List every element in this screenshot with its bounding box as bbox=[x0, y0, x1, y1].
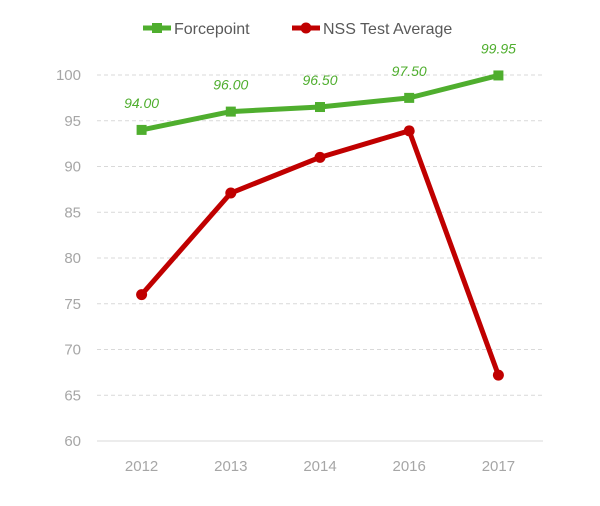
data-labels: 94.00 96.00 96.50 97.50 99.95 bbox=[124, 40, 516, 110]
data-point bbox=[404, 92, 415, 103]
data-point bbox=[403, 125, 415, 137]
data-point bbox=[314, 151, 326, 163]
x-tick-label: 2013 bbox=[214, 458, 247, 475]
series-layer bbox=[136, 70, 504, 381]
data-label: 97.50 bbox=[392, 63, 427, 79]
data-point bbox=[225, 106, 236, 117]
x-tick-label: 2014 bbox=[303, 458, 336, 475]
data-point bbox=[492, 369, 504, 381]
x-tick-label: 2016 bbox=[393, 458, 426, 475]
data-label: 96.50 bbox=[302, 72, 337, 88]
data-point bbox=[136, 124, 147, 135]
y-tick-label: 75 bbox=[64, 296, 81, 313]
y-tick-label: 65 bbox=[64, 387, 81, 404]
data-label: 94.00 bbox=[124, 95, 159, 111]
y-tick-label: 70 bbox=[64, 342, 81, 359]
gridlines bbox=[97, 74, 543, 442]
legend-label: Forcepoint bbox=[174, 21, 250, 38]
series-line-nss-test-average bbox=[139, 128, 501, 378]
y-tick-label: 80 bbox=[64, 250, 81, 267]
legend-marker bbox=[300, 22, 312, 34]
y-tick-label: 85 bbox=[64, 204, 81, 221]
x-axis: 2012 2013 2014 2016 2017 bbox=[125, 458, 515, 475]
data-label: 96.00 bbox=[213, 77, 248, 93]
x-tick-label: 2017 bbox=[482, 458, 515, 475]
legend-marker bbox=[152, 23, 162, 33]
y-tick-label: 95 bbox=[64, 113, 81, 130]
y-tick-label: 100 bbox=[56, 67, 81, 84]
data-point bbox=[136, 289, 148, 301]
legend-label: NSS Test Average bbox=[323, 21, 452, 38]
data-point bbox=[315, 102, 325, 113]
data-label: 99.95 bbox=[481, 40, 516, 56]
data-point bbox=[493, 70, 504, 81]
chart-legend: Forcepoint NSS Test Average bbox=[143, 21, 452, 38]
y-tick-label: 60 bbox=[64, 433, 81, 450]
y-tick-label: 90 bbox=[64, 159, 81, 176]
y-axis-ticks: 60 65 70 75 80 85 90 95 100 bbox=[56, 67, 81, 450]
x-tick-label: 2012 bbox=[125, 458, 158, 475]
data-point bbox=[225, 187, 237, 199]
